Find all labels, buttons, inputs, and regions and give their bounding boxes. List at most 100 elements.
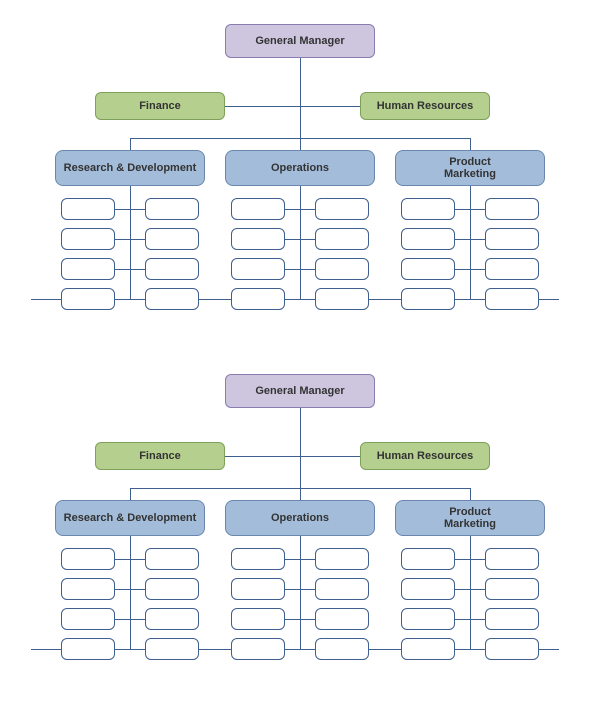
connector-line	[300, 209, 315, 210]
leaf-box	[145, 548, 199, 570]
leaf-box	[61, 578, 115, 600]
connector-line	[455, 239, 470, 240]
connector-line	[130, 299, 145, 300]
leaf-box	[231, 228, 285, 250]
connector-line	[300, 536, 301, 649]
connector-line	[285, 299, 300, 300]
leaf-box	[485, 258, 539, 280]
leaf-box	[401, 638, 455, 660]
connector-line	[300, 186, 301, 299]
department-box: Research & Development	[55, 150, 205, 186]
department-box: Operations	[225, 500, 375, 536]
connector-line	[201, 649, 231, 650]
connector-line	[130, 186, 131, 299]
leaf-box	[485, 548, 539, 570]
connector-line	[300, 456, 360, 457]
connector-line	[470, 209, 485, 210]
connector-line	[470, 299, 485, 300]
department-box: Research & Development	[55, 500, 205, 536]
leaf-box	[145, 198, 199, 220]
connector-line	[201, 299, 231, 300]
connector-line	[130, 269, 145, 270]
leaf-box	[401, 258, 455, 280]
connector-line	[300, 58, 301, 138]
connector-line	[225, 456, 300, 457]
connector-line	[539, 649, 559, 650]
connector-line	[225, 106, 300, 107]
connector-line	[285, 209, 300, 210]
connector-line	[130, 209, 145, 210]
leaf-box	[315, 228, 369, 250]
connector-line	[300, 408, 301, 488]
leaf-box	[315, 258, 369, 280]
general-manager-box: General Manager	[225, 24, 375, 58]
connector-line	[470, 619, 485, 620]
connector-line	[300, 269, 315, 270]
connector-line	[470, 589, 485, 590]
connector-line	[285, 619, 300, 620]
connector-line	[115, 299, 130, 300]
leaf-box	[145, 228, 199, 250]
leaf-box	[231, 198, 285, 220]
connector-line	[470, 488, 471, 500]
department-box: Product Marketing	[395, 150, 545, 186]
connector-line	[115, 559, 130, 560]
connector-line	[455, 619, 470, 620]
connector-line	[115, 269, 130, 270]
leaf-box	[315, 548, 369, 570]
leaf-box	[485, 198, 539, 220]
connector-line	[31, 649, 61, 650]
connector-line	[455, 559, 470, 560]
leaf-box	[401, 198, 455, 220]
department-box: Operations	[225, 150, 375, 186]
connector-line	[285, 559, 300, 560]
leaf-box	[315, 578, 369, 600]
leaf-box	[145, 638, 199, 660]
leaf-box	[485, 638, 539, 660]
leaf-box	[231, 578, 285, 600]
leaf-box	[231, 288, 285, 310]
leaf-box	[401, 228, 455, 250]
connector-line	[470, 186, 471, 299]
leaf-box	[145, 258, 199, 280]
connector-line	[285, 239, 300, 240]
leaf-box	[315, 288, 369, 310]
connector-line	[285, 589, 300, 590]
hr-box: Human Resources	[360, 92, 490, 120]
leaf-box	[61, 638, 115, 660]
connector-line	[455, 649, 470, 650]
connector-line	[300, 559, 315, 560]
connector-line	[300, 589, 315, 590]
connector-line	[115, 209, 130, 210]
leaf-box	[145, 608, 199, 630]
leaf-box	[145, 578, 199, 600]
connector-line	[300, 649, 315, 650]
leaf-box	[61, 288, 115, 310]
general-manager-box: General Manager	[225, 374, 375, 408]
leaf-box	[61, 608, 115, 630]
leaf-box	[401, 548, 455, 570]
page: General ManagerFinanceHuman ResourcesRes…	[0, 0, 600, 720]
connector-line	[455, 269, 470, 270]
leaf-box	[315, 198, 369, 220]
connector-line	[455, 589, 470, 590]
connector-line	[130, 589, 145, 590]
connector-line	[470, 269, 485, 270]
connector-line	[539, 299, 559, 300]
connector-line	[470, 559, 485, 560]
leaf-box	[485, 288, 539, 310]
connector-line	[130, 239, 145, 240]
connector-line	[300, 106, 360, 107]
connector-line	[371, 649, 401, 650]
connector-line	[470, 239, 485, 240]
connector-line	[130, 649, 145, 650]
leaf-box	[315, 638, 369, 660]
connector-line	[130, 488, 131, 500]
connector-line	[130, 619, 145, 620]
connector-line	[130, 138, 131, 150]
leaf-box	[485, 608, 539, 630]
leaf-box	[315, 608, 369, 630]
connector-line	[470, 536, 471, 649]
leaf-box	[401, 578, 455, 600]
leaf-box	[61, 198, 115, 220]
